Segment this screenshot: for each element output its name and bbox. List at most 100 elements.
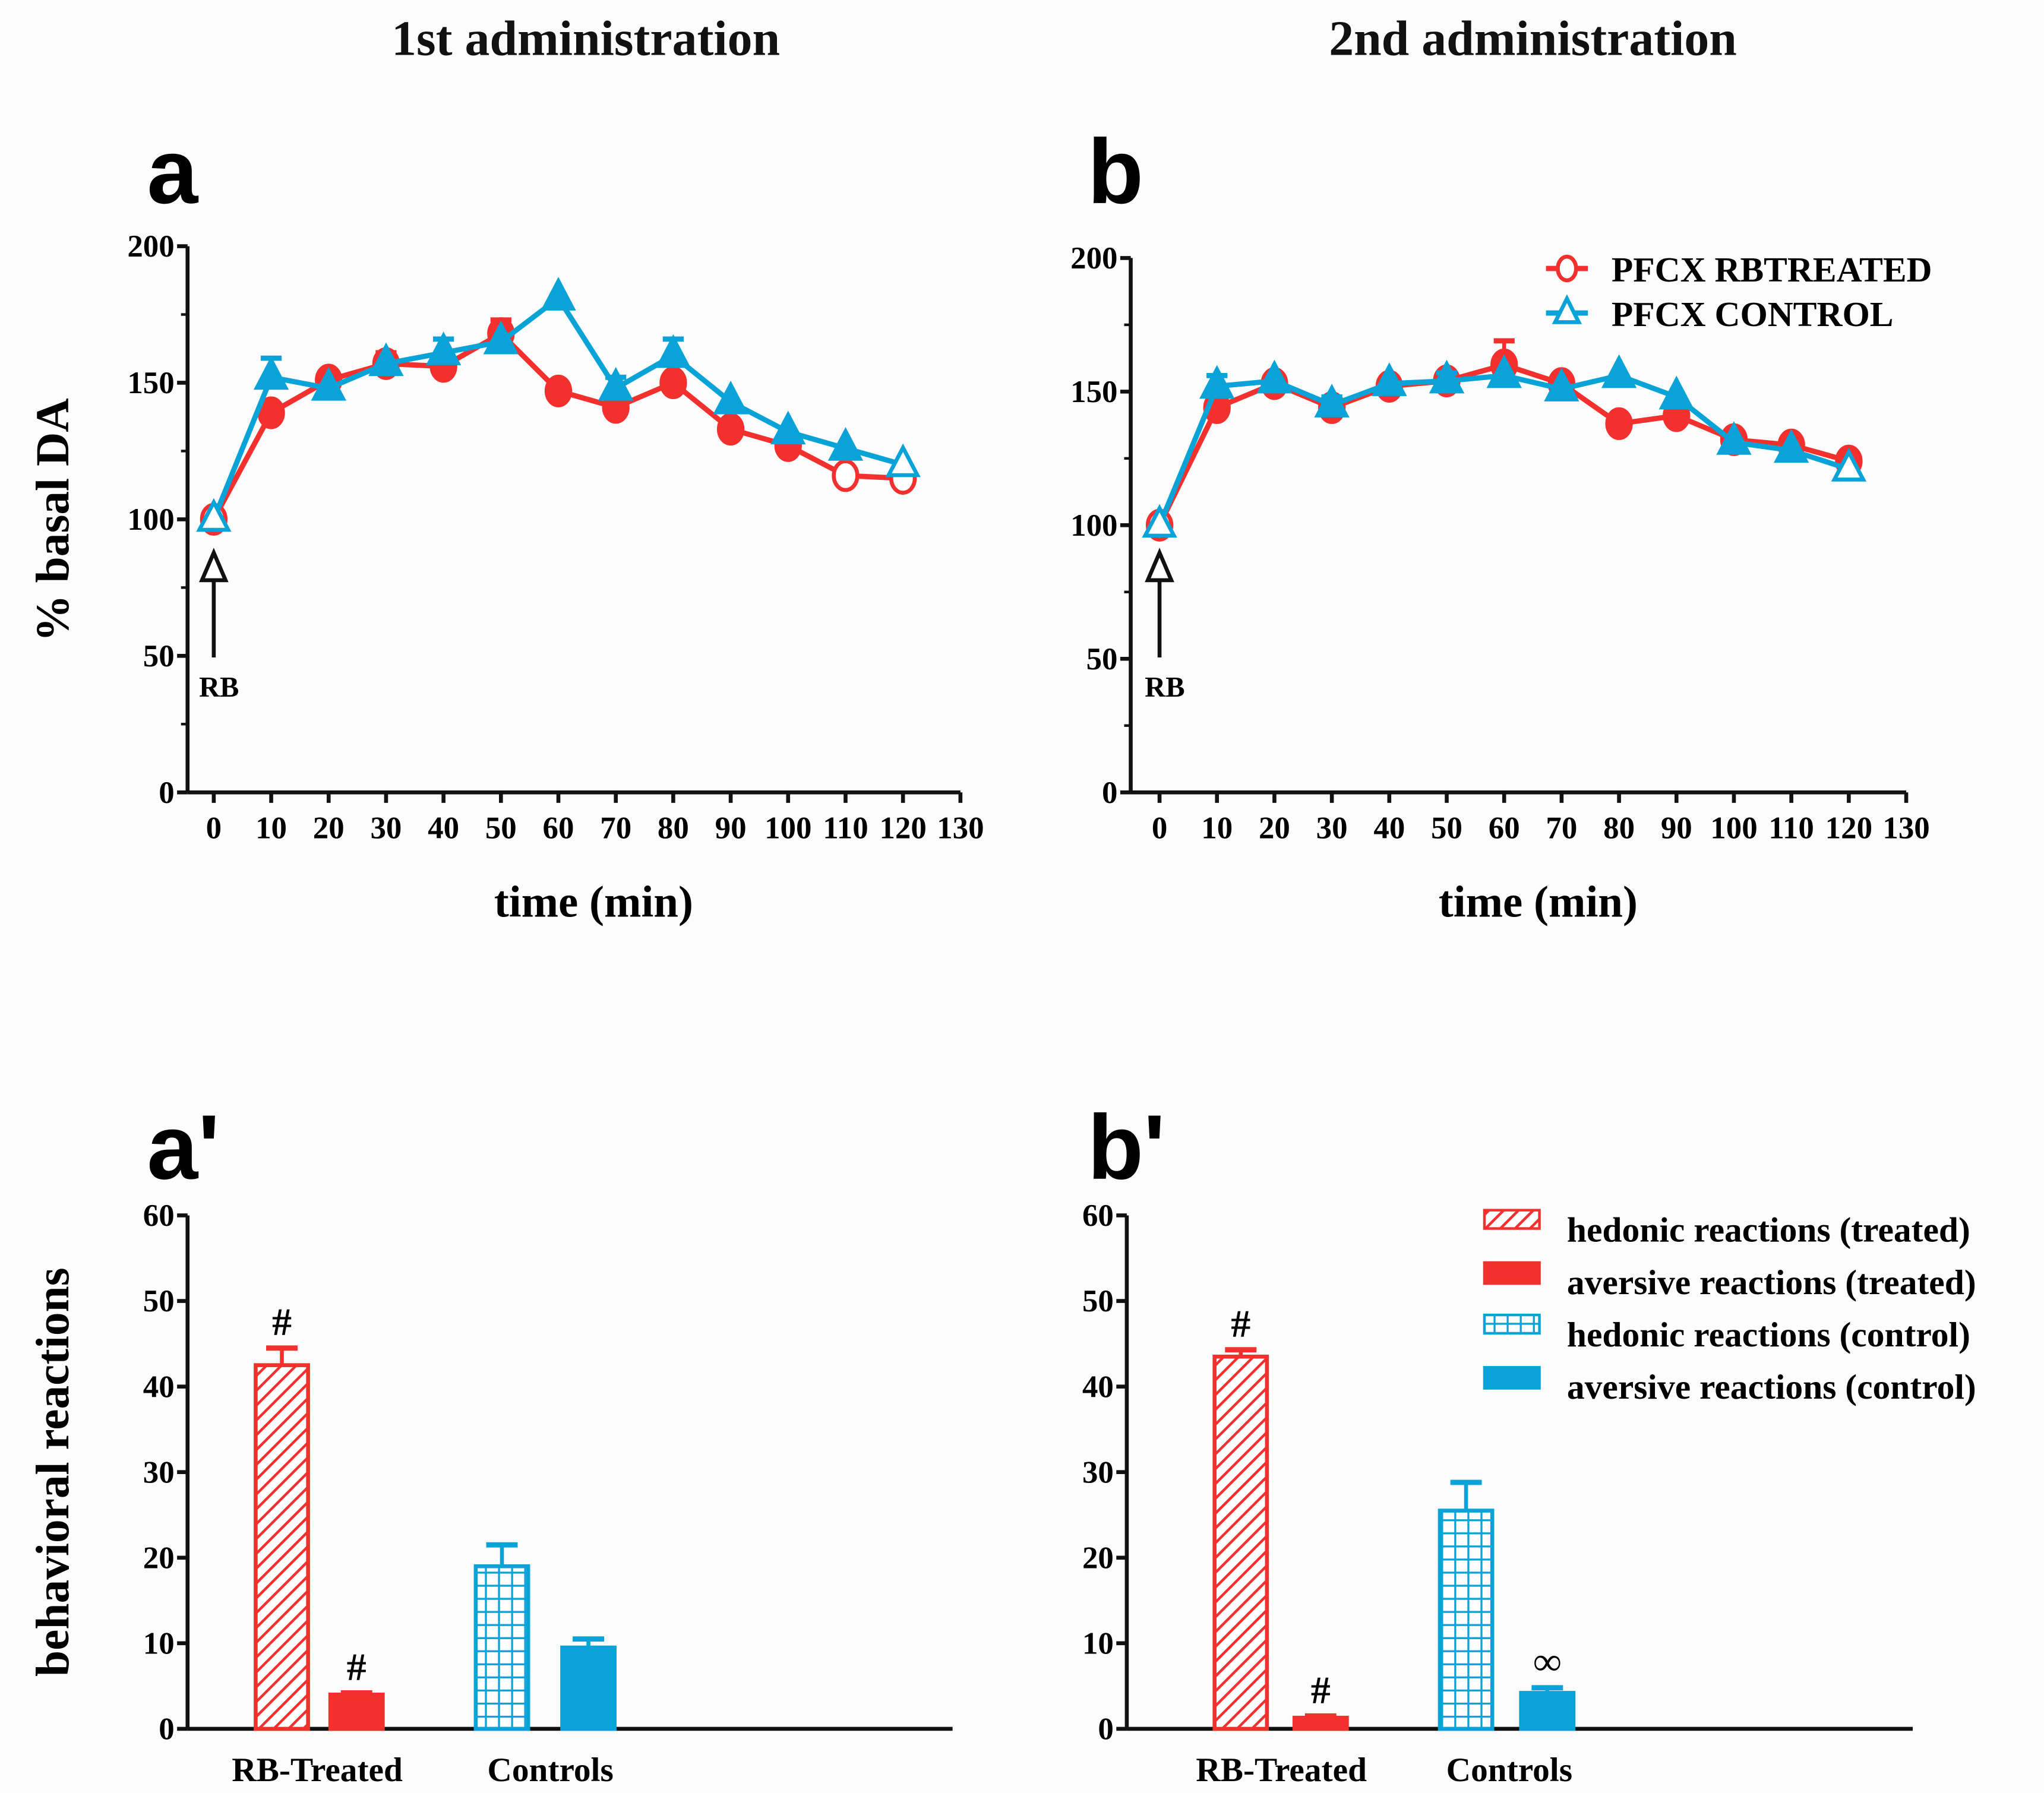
x-tick-label: 110 [1768, 811, 1814, 845]
x-tick-label: 50 [1431, 811, 1462, 845]
data-point-control [770, 410, 806, 445]
bar-aversive-reactions-treated [328, 1693, 385, 1731]
bar-aversive-reactions-control [560, 1645, 617, 1731]
x-tick-label: 10 [1201, 811, 1233, 845]
y-tick-label: 50 [1082, 1284, 1114, 1318]
category-label: Controls [487, 1751, 613, 1789]
panel-b: b 0 50 100 150 200 0 10 20 30 40 50 60 70 80 90 100 110 12… [1070, 120, 1932, 927]
significance-mark: # [1311, 1668, 1331, 1712]
x-tick-label: 30 [1316, 811, 1348, 845]
panel-a: a 0 50 100 150 200 0 10 20 30 40 50 60 70 80 90 100 110 12… [27, 120, 984, 927]
x-tick-label: 90 [1661, 811, 1692, 845]
x-tick-label: 100 [1710, 811, 1757, 845]
bar-hedonic-reactions-treated [1212, 1354, 1269, 1731]
data-point-control [1372, 362, 1407, 396]
y-tick-label: 40 [1082, 1370, 1114, 1404]
x-tick-label: 60 [543, 811, 574, 845]
y-tick-label: 50 [143, 639, 175, 673]
data-point-control [196, 498, 232, 532]
y-tick-label: 10 [143, 1627, 175, 1661]
y-tick-label: 0 [159, 776, 174, 810]
data-point-control [655, 334, 691, 368]
panel-label: b [1088, 120, 1143, 223]
data-point-treated [832, 459, 860, 492]
x-tick-label: 40 [428, 811, 459, 845]
series-line-treated [211, 330, 903, 521]
y-tick-label: 150 [1070, 375, 1117, 409]
legend-swatch [1483, 1366, 1541, 1390]
legend-label: aversive reactions (control) [1567, 1367, 1976, 1406]
y-tick-label: 200 [1070, 241, 1117, 276]
significance-mark: # [347, 1645, 367, 1688]
y-tick-label: 60 [143, 1199, 175, 1233]
x-tick-label: 90 [715, 811, 747, 845]
data-point-control [885, 443, 921, 477]
series-line-control [211, 294, 904, 521]
data-point-control [1831, 448, 1867, 482]
legend-marker-treated [1556, 254, 1578, 283]
x-tick-label: 130 [937, 811, 984, 845]
data-point-control [1429, 359, 1465, 394]
x-tick-label: 50 [485, 811, 517, 845]
y-axis-label: behavioral reactions [27, 1267, 79, 1677]
panel-a-prime: a' 0 10 20 30 40 50 60 RB-Treated Controls behavio… [27, 1096, 953, 1789]
data-point-control [598, 366, 634, 401]
data-point-control [1601, 354, 1637, 388]
data-point-control [1544, 368, 1579, 401]
bar-hedonic-reactions-control [1438, 1509, 1495, 1731]
x-tick-label: 20 [313, 811, 345, 845]
y-tick-label: 60 [1082, 1199, 1114, 1233]
category-label: RB-Treated [1196, 1751, 1367, 1789]
x-tick-label: 120 [879, 811, 926, 845]
data-point-control [1199, 365, 1235, 399]
data-point-control [1142, 504, 1177, 538]
data-point-treated [1605, 407, 1633, 440]
x-tick-label: 80 [1603, 811, 1635, 845]
y-tick-label: 200 [127, 229, 174, 264]
data-point-control [1486, 354, 1522, 388]
significance-mark: ∞ [1533, 1640, 1561, 1684]
data-point-control [827, 427, 864, 461]
x-tick-label: 70 [1546, 811, 1577, 845]
bar-hedonic-reactions-treated [254, 1363, 310, 1731]
column-title-1: 1st administration [391, 11, 780, 67]
category-label: Controls [1446, 1751, 1572, 1789]
rb-arrow-head-icon [198, 548, 229, 583]
legend-marker-control [1552, 294, 1582, 324]
data-point-control [425, 331, 462, 365]
x-tick-label: 100 [764, 811, 811, 845]
panel-label: a' [147, 1096, 220, 1199]
legend-label: hedonic reactions (control) [1567, 1315, 1970, 1354]
data-point-control [1256, 359, 1293, 394]
x-tick-label: 20 [1259, 811, 1290, 845]
legend-label: hedonic reactions (treated) [1567, 1210, 1970, 1250]
x-tick-label: 80 [658, 811, 689, 845]
significance-mark: # [1231, 1302, 1250, 1346]
data-point-control [541, 277, 576, 311]
rb-arrow-head-icon [1145, 548, 1174, 583]
x-tick-label: 70 [600, 811, 631, 845]
y-tick-label: 0 [1098, 1712, 1113, 1747]
x-tick-label: 110 [823, 811, 868, 845]
y-tick-label: 10 [1082, 1627, 1114, 1661]
data-point-treated [544, 374, 573, 407]
data-point-control [311, 366, 346, 401]
legend-swatch [1483, 1313, 1541, 1335]
x-tick-label: 120 [1825, 811, 1872, 845]
x-tick-label: 130 [1882, 811, 1929, 845]
legend-swatch [1483, 1209, 1541, 1230]
x-tick-label: 0 [1152, 811, 1167, 845]
data-point-control [368, 342, 404, 377]
y-tick-label: 0 [159, 1712, 174, 1747]
data-point-control [1658, 375, 1695, 410]
y-tick-label: 30 [143, 1455, 175, 1490]
category-label: RB-Treated [232, 1751, 403, 1789]
panel-b-prime: b' 0 10 20 30 40 50 60 RB-Treated Controls # # ∞ hedo… [1082, 1096, 1976, 1789]
panel-label: b' [1088, 1096, 1165, 1199]
data-point-control [713, 380, 748, 415]
data-point-control [483, 320, 519, 355]
x-tick-label: 60 [1489, 811, 1520, 845]
y-tick-label: 30 [1082, 1455, 1114, 1490]
y-tick-label: 100 [1070, 508, 1117, 543]
